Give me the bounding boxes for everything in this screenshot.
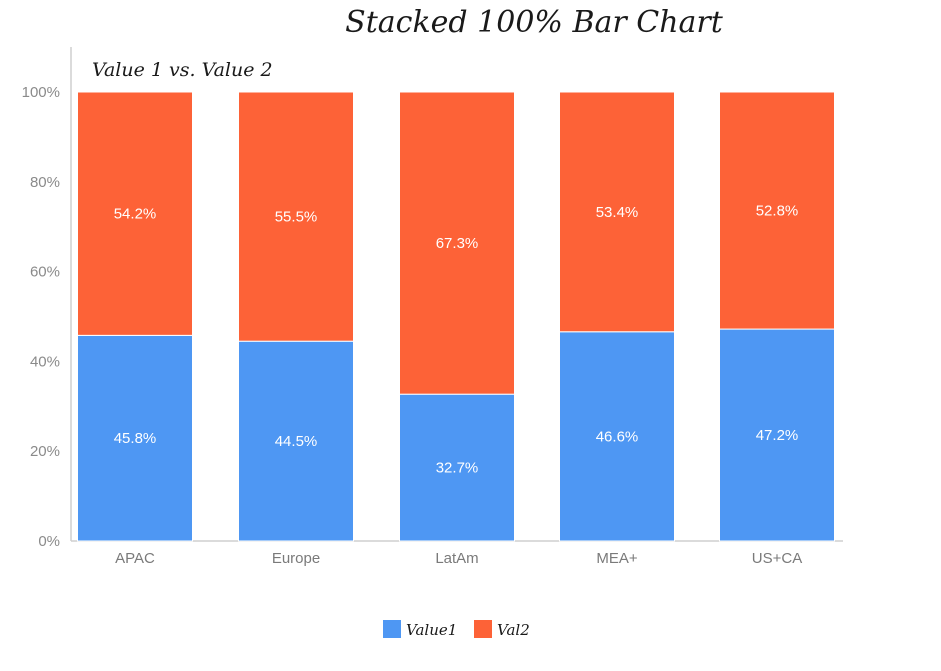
data-label: 46.6%	[596, 428, 639, 445]
legend: Value1 Val2	[383, 620, 530, 639]
x-tick-label: US+CA	[752, 550, 802, 567]
legend-label: Value1	[406, 621, 457, 639]
y-tick-label: 0%	[38, 533, 60, 550]
data-label: 47.2%	[756, 427, 799, 444]
legend-item-val2[interactable]: Val2	[474, 620, 530, 639]
data-label: 55.5%	[275, 209, 318, 226]
bar-segment-val2-usca	[719, 91, 835, 330]
y-axis-ticks: 0% 20% 40% 60% 80% 100%	[22, 84, 60, 550]
legend-label: Val2	[497, 621, 530, 639]
bar-segment-val2-europe	[238, 91, 354, 342]
chart-title: Stacked 100% Bar Chart	[345, 5, 724, 40]
x-tick-label: Europe	[272, 550, 320, 567]
chart-subtitle: Value 1 vs. Value 2	[92, 59, 273, 81]
legend-swatch	[383, 620, 401, 638]
y-tick-label: 80%	[30, 174, 60, 191]
x-tick-label: MEA+	[596, 550, 638, 567]
bar-segment-value1-europe	[238, 340, 354, 542]
data-label: 53.4%	[596, 204, 639, 221]
bar-segment-value1-latam	[399, 393, 515, 542]
bar-segment-val2-apac	[77, 91, 193, 336]
bar-segment-value1-usca	[719, 328, 835, 542]
x-tick-label: APAC	[115, 550, 155, 567]
y-tick-label: 100%	[22, 84, 60, 101]
data-label: 45.8%	[114, 430, 157, 447]
bar-segment-value1-apac	[77, 334, 193, 542]
data-label: 44.5%	[275, 433, 318, 450]
x-tick-label: LatAm	[435, 550, 478, 567]
bar-segment-value1-mea	[559, 331, 675, 542]
y-tick-label: 20%	[30, 443, 60, 460]
legend-swatch	[474, 620, 492, 638]
legend-item-value1[interactable]: Value1	[383, 620, 457, 639]
bars-group	[77, 91, 835, 542]
bar-segment-val2-mea	[559, 91, 675, 333]
y-tick-label: 60%	[30, 264, 60, 281]
y-tick-label: 40%	[30, 353, 60, 370]
data-label: 54.2%	[114, 206, 157, 223]
data-label: 52.8%	[756, 203, 799, 220]
data-labels-group: 45.8% 54.2% 44.5% 55.5% 32.7% 67.3% 46.6% 53.4%…	[114, 203, 799, 477]
data-label: 67.3%	[436, 235, 479, 252]
bar-segment-val2-latam	[399, 91, 515, 395]
x-axis-labels: APAC Europe LatAm MEA+ US+CA	[115, 550, 802, 567]
data-label: 32.7%	[436, 460, 479, 477]
